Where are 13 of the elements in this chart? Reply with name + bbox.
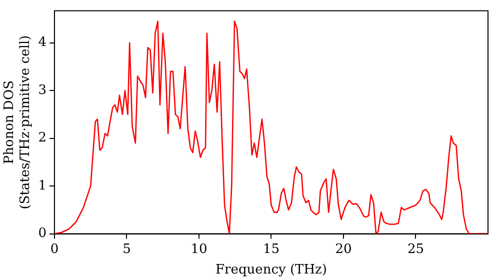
x-tick-label: 0 [50,242,59,257]
y-tick-label: 0 [38,226,46,242]
y-axis-title: Phonon DOS (States/THz·primitive cell) [2,35,33,210]
y-tick-label: 2 [38,130,46,146]
y-tick-label: 4 [38,35,46,50]
x-tick-label: 15 [262,242,280,257]
x-tick-label: 20 [335,242,352,257]
x-axis-title: Frequency (THz) [216,262,327,278]
y-tick-label: 1 [38,178,46,194]
x-tick-label: 25 [407,242,424,257]
x-tick-label: 10 [190,242,208,257]
y-tick-label: 3 [38,82,46,98]
x-tick-label: 5 [122,242,131,257]
